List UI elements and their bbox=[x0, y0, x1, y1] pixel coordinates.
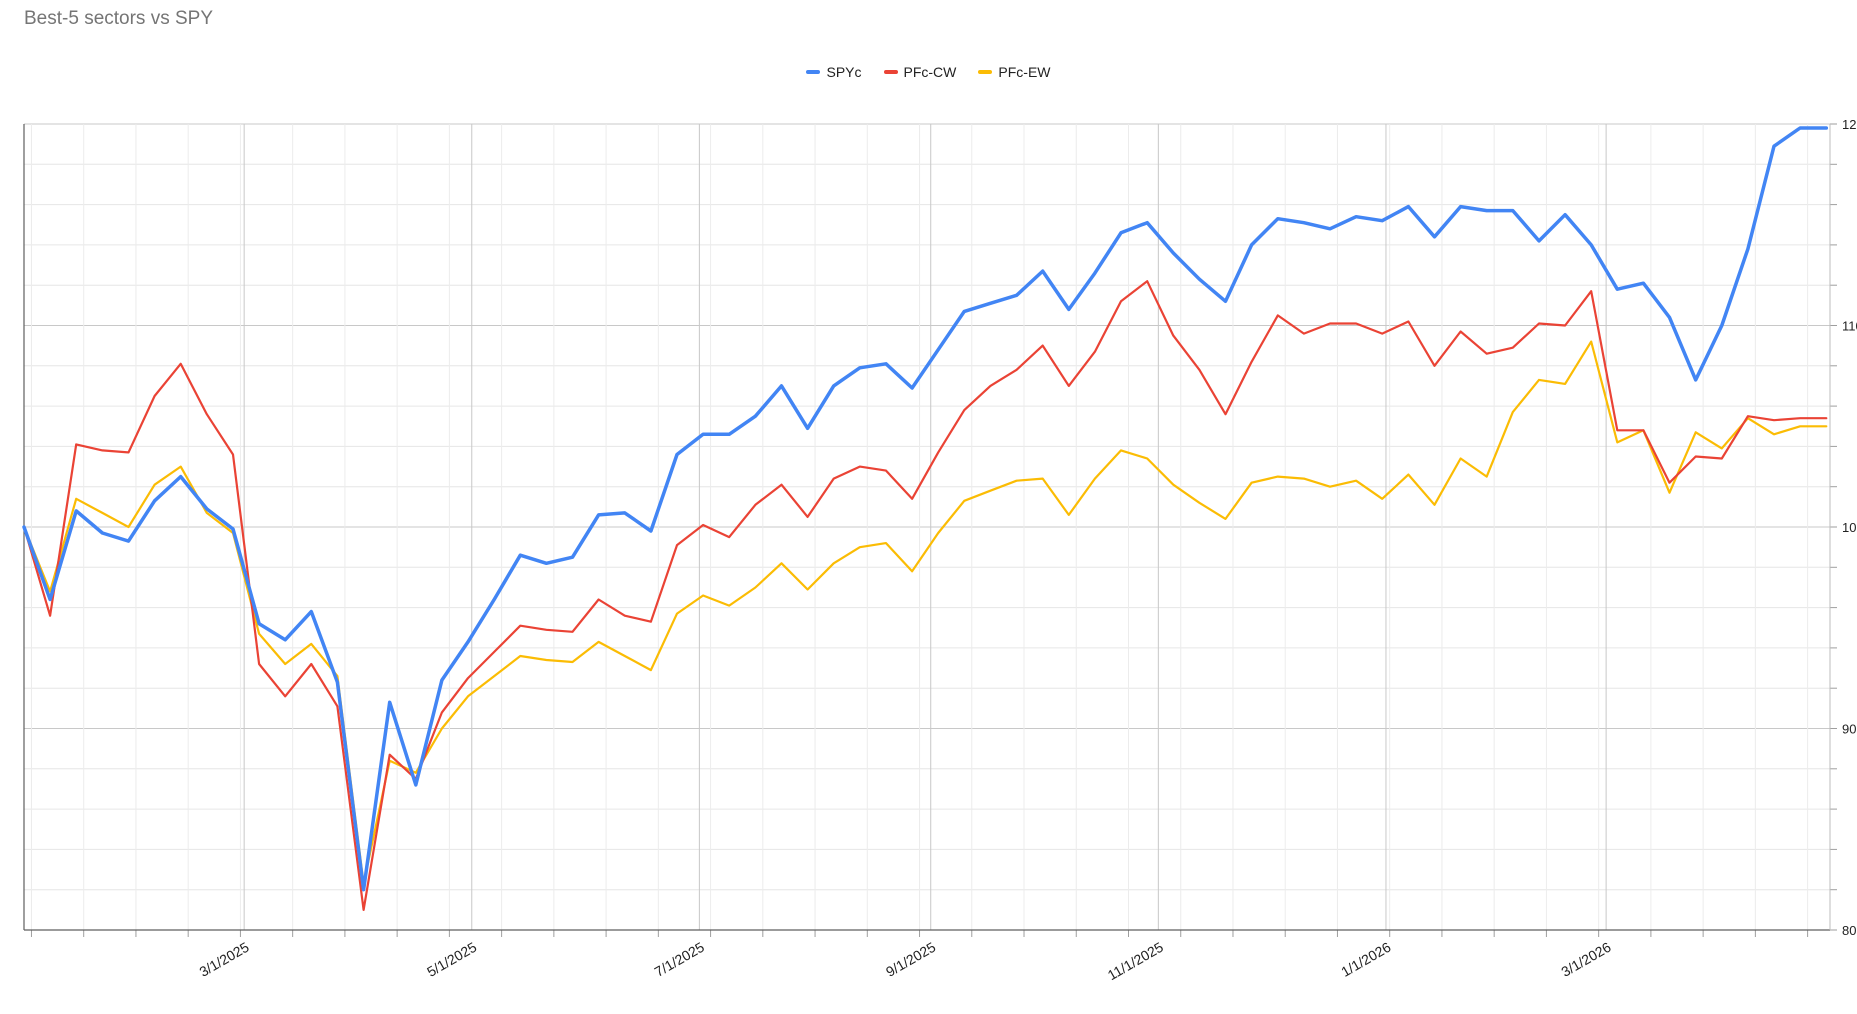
legend-item-pfc-ew[interactable]: PFc-EW bbox=[978, 64, 1051, 80]
tick-labels: 80 90 100 110 120 3/1/2025 5/1/2025 7/1/2025 9/1… bbox=[196, 117, 1857, 983]
y-tick-label: 100 bbox=[1842, 520, 1857, 535]
x-tick-label: 5/1/2025 bbox=[424, 939, 479, 980]
series-line-spyc bbox=[22, 126, 1829, 892]
x-tick-label: 3/1/2026 bbox=[1558, 939, 1613, 980]
chart-title: Best-5 sectors vs SPY bbox=[24, 8, 214, 29]
x-tick-label: 11/1/2025 bbox=[1105, 939, 1166, 984]
legend-swatch-pfc-cw bbox=[883, 70, 898, 74]
legend-swatch-spyc bbox=[806, 70, 821, 74]
x-tick-label: 3/1/2025 bbox=[196, 939, 251, 980]
y-tick-label: 90 bbox=[1842, 722, 1856, 737]
legend-item-spyc[interactable]: SPYc bbox=[806, 64, 862, 80]
chart-legend: SPYc PFc-CW PFc-EW bbox=[0, 64, 1857, 80]
x-tick-label: 1/1/2026 bbox=[1338, 939, 1393, 980]
y-tick-label: 110 bbox=[1842, 319, 1857, 334]
x-tick-label: 7/1/2025 bbox=[652, 939, 707, 980]
legend-item-pfc-cw[interactable]: PFc-CW bbox=[883, 64, 957, 80]
series-lines bbox=[22, 126, 1829, 912]
y-tick-label: 120 bbox=[1842, 117, 1857, 132]
x-tick-label: 9/1/2025 bbox=[883, 939, 938, 980]
grid-lines bbox=[24, 123, 1830, 931]
series-line-pfc-cw bbox=[22, 280, 1828, 912]
legend-swatch-pfc-ew bbox=[978, 70, 993, 74]
legend-label-pfc-ew: PFc-EW bbox=[998, 64, 1051, 80]
legend-label-spyc: SPYc bbox=[826, 64, 862, 80]
y-tick-label: 80 bbox=[1842, 923, 1856, 938]
legend-label-pfc-cw: PFc-CW bbox=[903, 64, 957, 80]
axes bbox=[23, 123, 1837, 937]
series-line-pfc-ew bbox=[22, 340, 1828, 885]
